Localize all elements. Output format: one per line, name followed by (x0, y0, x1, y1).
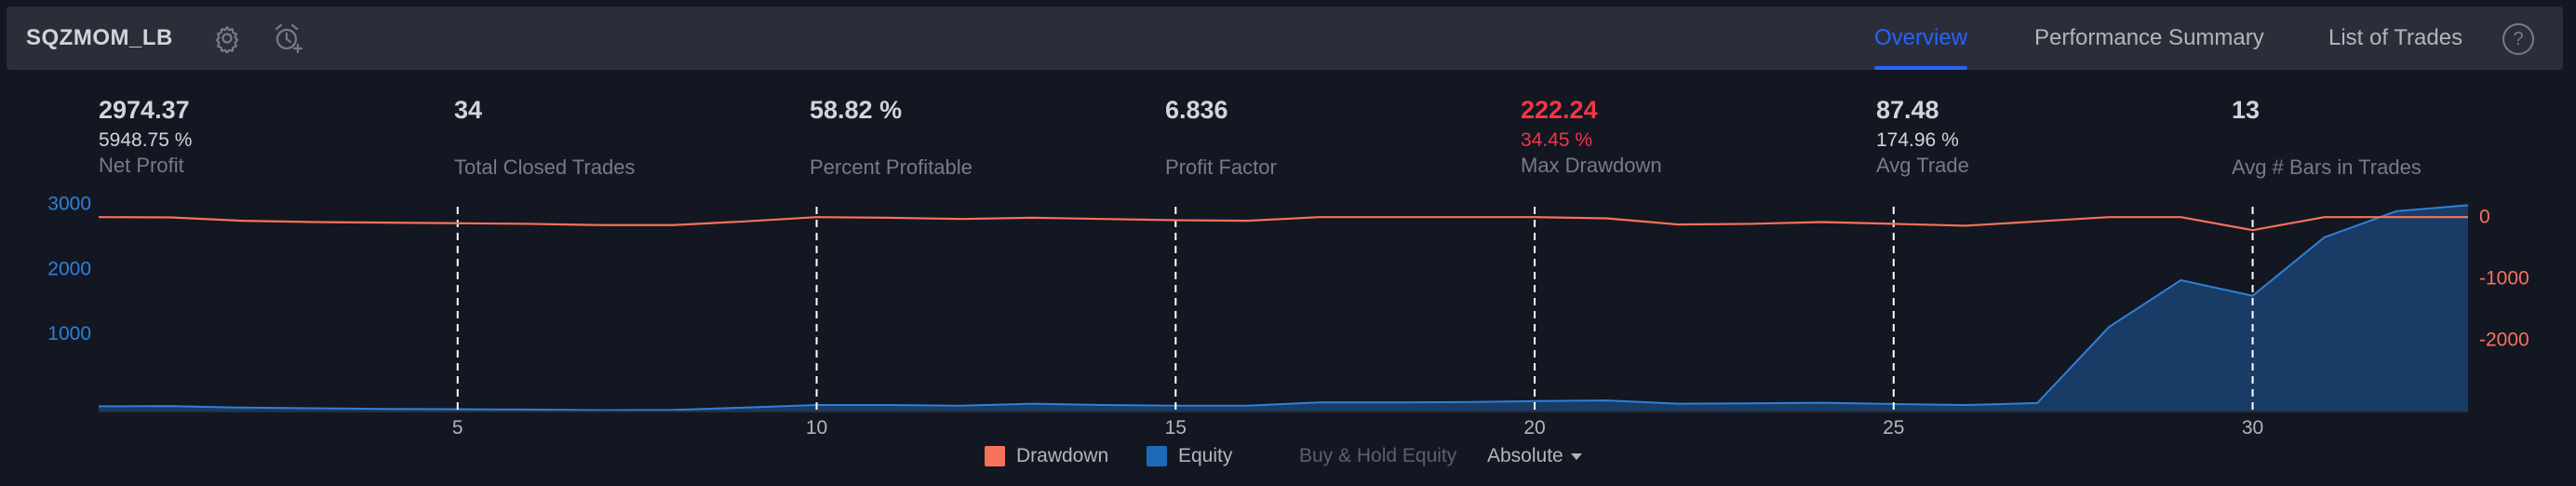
scale-mode-dropdown[interactable]: Absolute (1487, 441, 1582, 471)
alarm-clock-plus-icon[interactable] (272, 21, 305, 55)
equity-swatch (1147, 446, 1167, 466)
metric-label: Max Drawdown (1521, 154, 1662, 177)
tab-overview[interactable]: Overview (1874, 7, 1968, 70)
left-y-tick-label: 1000 (47, 323, 91, 344)
metric-total-closed-trades: 34 Total Closed Trades (454, 93, 789, 181)
right-y-tick-label: -2000 (2479, 329, 2529, 350)
metric-label: Profit Factor (1165, 155, 1277, 179)
x-tick-label: 25 (1883, 417, 1904, 438)
drawdown-line (98, 216, 2468, 232)
metric-value: 34 (454, 96, 483, 124)
metric-sub: 174.96 % (1876, 129, 1959, 151)
legend-label: Equity (1178, 445, 1233, 466)
right-y-tick-label: -1000 (2479, 267, 2529, 289)
x-tick-label: 10 (806, 417, 827, 438)
metric-avg-trade: 87.48 174.96 % Avg Trade (1876, 93, 2211, 179)
x-tick-label: 30 (2242, 417, 2263, 438)
legend-equity[interactable]: Equity (1147, 441, 1232, 471)
strategy-name[interactable]: SQZMOM_LB (26, 25, 173, 50)
legend-label: Drawdown (1016, 445, 1109, 466)
metric-sub: 34.45 % (1521, 129, 1593, 151)
metric-value: 13 (2232, 96, 2261, 124)
equity-area (99, 205, 2468, 412)
metric-net-profit: 2974.37 5948.75 % Net Profit (99, 93, 434, 179)
metric-value: 58.82 % (810, 96, 903, 124)
metric-value: 222.24 (1521, 96, 1598, 124)
x-tick-label: 20 (1523, 417, 1545, 438)
left-y-tick-label: 3000 (47, 194, 91, 215)
metric-label: Total Closed Trades (454, 155, 636, 179)
metric-label: Net Profit (99, 154, 184, 177)
help-icon[interactable]: ? (2502, 23, 2534, 55)
metric-profit-factor: 6.836 Profit Factor (1165, 93, 1500, 181)
strategy-tester-header: SQZMOM_LB Overview Performanc (7, 7, 2563, 70)
legend-drawdown[interactable]: Drawdown (985, 441, 1108, 471)
tab-list-of-trades[interactable]: List of Trades (2328, 25, 2463, 50)
legend-buy-hold-equity[interactable]: Buy & Hold Equity (1299, 441, 1456, 471)
drawdown-swatch (985, 446, 1005, 466)
equity-drawdown-chart[interactable]: 5 10 15 20 25 30 1000 2000 3000 0 -1000 -2000 (0, 0, 2576, 438)
metric-value: 87.48 (1876, 96, 1939, 124)
metric-label: Avg Trade (1876, 154, 1969, 177)
right-y-tick-label: 0 (2479, 207, 2490, 228)
chevron-down-icon (1570, 452, 1582, 460)
metric-label: Avg # Bars in Trades (2232, 155, 2422, 179)
legend-label: Buy & Hold Equity (1299, 445, 1457, 466)
metric-max-drawdown: 222.24 34.45 % Max Drawdown (1521, 93, 1856, 179)
left-y-tick-label: 2000 (47, 258, 91, 279)
metric-sub: 5948.75 % (99, 129, 193, 151)
tab-performance-summary[interactable]: Performance Summary (2034, 25, 2264, 50)
metric-avg-bars-in-trades: 13 Avg # Bars in Trades (2232, 93, 2567, 181)
equity-line (98, 204, 2469, 412)
scale-mode-label: Absolute (1487, 445, 1563, 466)
x-tick-label: 5 (452, 417, 463, 438)
gear-icon[interactable] (210, 21, 244, 55)
metric-percent-profitable: 58.82 % Percent Profitable (810, 93, 1145, 181)
metric-label: Percent Profitable (810, 155, 973, 179)
metric-value: 2974.37 (99, 96, 190, 124)
metric-value: 6.836 (1165, 96, 1228, 124)
x-tick-label: 15 (1165, 417, 1187, 438)
